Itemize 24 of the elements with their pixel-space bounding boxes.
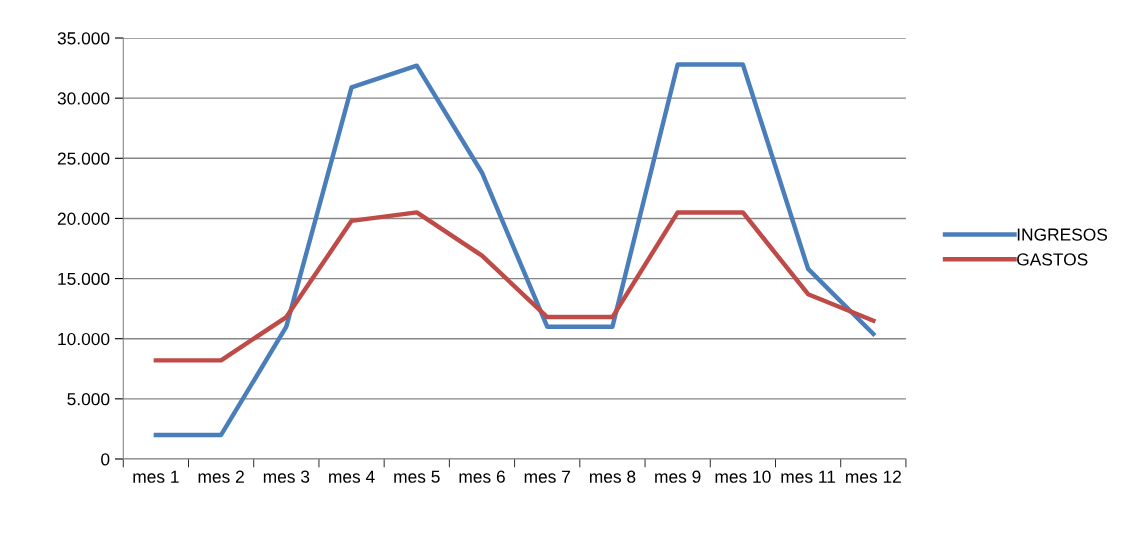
y-tick-label: 15.000 xyxy=(58,272,110,286)
x-tick-label: mes 4 xyxy=(329,470,375,483)
x-tick-label: mes 12 xyxy=(846,470,901,483)
legend-label: GASTOS xyxy=(1017,253,1088,266)
x-tick-label: mes 1 xyxy=(133,470,179,483)
x-tick-label: mes 7 xyxy=(524,470,570,483)
y-tick-label: 10.000 xyxy=(58,332,110,346)
y-tick-label: 20.000 xyxy=(57,212,110,225)
y-tick-label: 25.000 xyxy=(57,152,110,165)
y-tick-label: 30.000 xyxy=(57,92,110,105)
y-tick-label: 35.000 xyxy=(57,32,110,45)
legend-label: INGRESOS xyxy=(1017,228,1108,241)
line-series xyxy=(153,210,876,363)
x-tick-label: mes 6 xyxy=(459,470,505,483)
x-tick-label: mes 10 xyxy=(715,470,771,483)
x-tick-label: mes 11 xyxy=(781,470,836,483)
y-tick-label: 0 xyxy=(101,453,110,466)
y-tick-label: 5.000 xyxy=(67,393,110,406)
x-tick-label: mes 8 xyxy=(589,470,636,483)
line-series xyxy=(153,62,876,438)
x-tick-label: mes 9 xyxy=(655,470,701,483)
x-tick-label: mes 5 xyxy=(394,470,440,483)
x-tick-label: mes 2 xyxy=(198,470,244,483)
x-tick-label: mes 3 xyxy=(263,470,310,483)
